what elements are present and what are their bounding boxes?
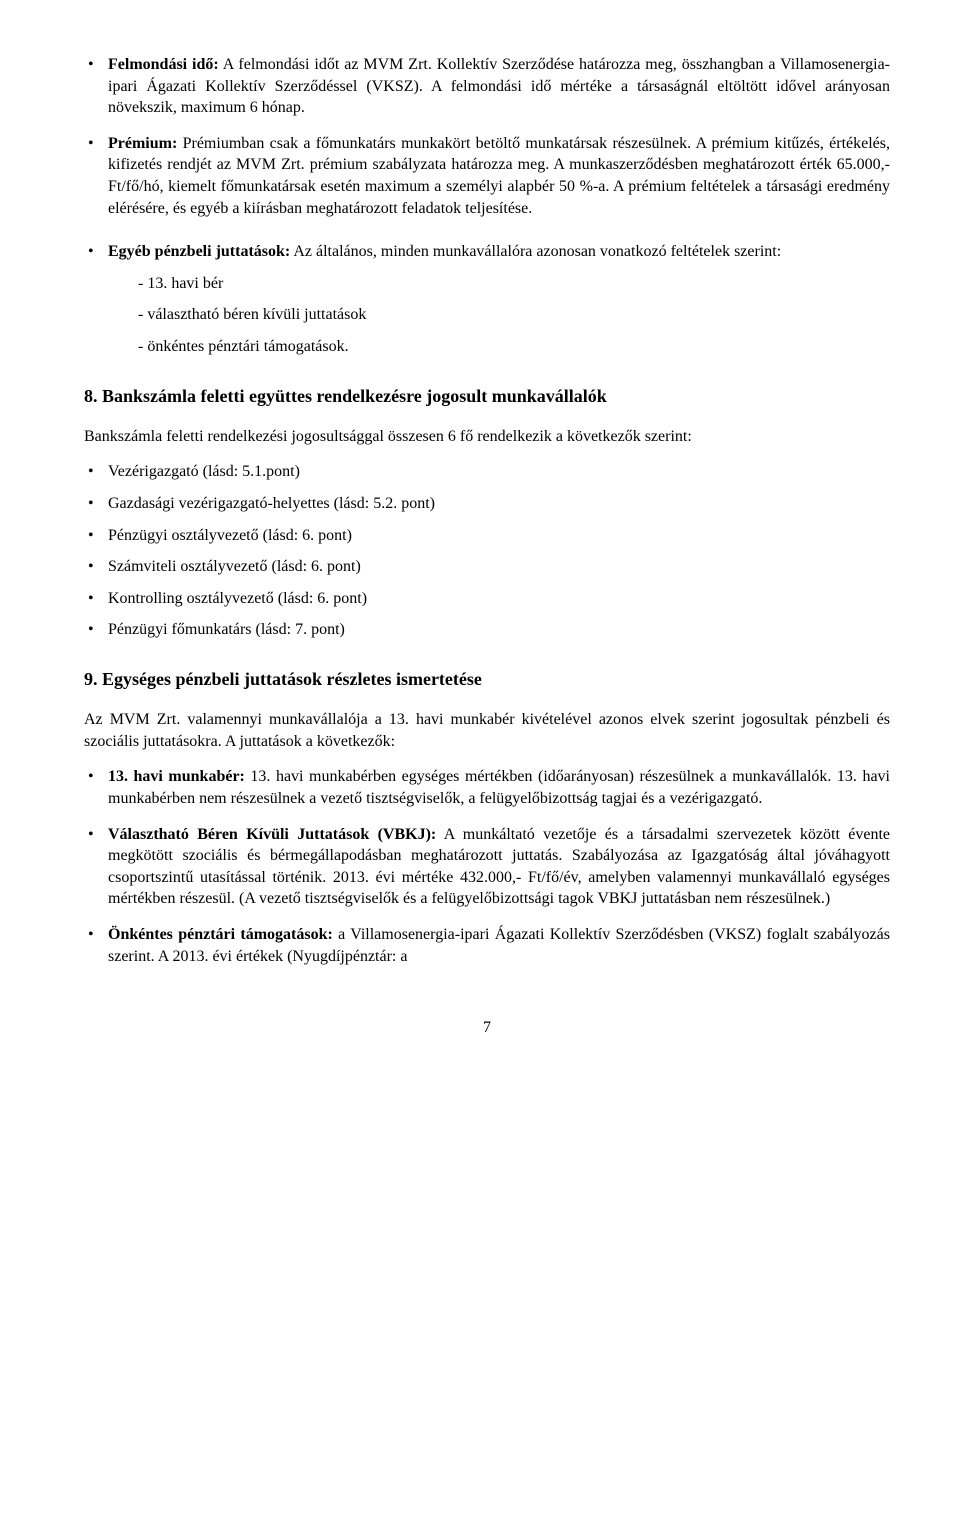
lead-felmondasi: Felmondási idő: — [108, 56, 219, 73]
page-number: 7 — [84, 1017, 890, 1039]
s8-item-2: Gazdasági vezérigazgató-helyettes (lásd:… — [84, 493, 890, 515]
lead-13havi: 13. havi munkabér: — [108, 768, 245, 785]
s8-item-5: Kontrolling osztályvezető (lásd: 6. pont… — [84, 588, 890, 610]
sub-13havi: - 13. havi bér — [108, 273, 890, 295]
section8-intro: Bankszámla feletti rendelkezési jogosult… — [84, 426, 890, 448]
lead-premium: Prémium: — [108, 135, 177, 152]
s8-item-4: Számviteli osztályvezető (lásd: 6. pont) — [84, 556, 890, 578]
text-premium: Prémiumban csak a főmunkatárs munkakört … — [108, 135, 890, 217]
section9-intro: Az MVM Zrt. valamennyi munkavállalója a … — [84, 709, 890, 752]
section9-title: 9. Egységes pénzbeli juttatások részlete… — [84, 667, 890, 691]
s8-item-6: Pénzügyi főmunkatárs (lásd: 7. pont) — [84, 619, 890, 641]
text-egyeb: Az általános, minden munkavállalóra azon… — [290, 243, 781, 260]
s9-item-vbkj: Választható Béren Kívüli Juttatások (VBK… — [84, 824, 890, 910]
s8-item-1: Vezérigazgató (lásd: 5.1.pont) — [84, 461, 890, 483]
bullet-egyeb: Egyéb pénzbeli juttatások: Az általános,… — [84, 241, 890, 357]
text-felmondasi: A felmondási időt az MVM Zrt. Kollektív … — [108, 56, 890, 116]
intro-bullet-list: Felmondási idő: A felmondási időt az MVM… — [84, 54, 890, 219]
s8-item-3: Pénzügyi osztályvezető (lásd: 6. pont) — [84, 525, 890, 547]
sub-onkentes: - önkéntes pénztári támogatások. — [108, 336, 890, 358]
lead-egyeb: Egyéb pénzbeli juttatások: — [108, 243, 290, 260]
section9-list: 13. havi munkabér: 13. havi munkabérben … — [84, 766, 890, 967]
section8-list: Vezérigazgató (lásd: 5.1.pont) Gazdasági… — [84, 461, 890, 641]
section8-title: 8. Bankszámla feletti együttes rendelkez… — [84, 384, 890, 408]
lead-onkentes-penztar: Önkéntes pénztári támogatások: — [108, 926, 333, 943]
bullet-premium: Prémium: Prémiumban csak a főmunkatárs m… — [84, 133, 890, 219]
egyeb-list: Egyéb pénzbeli juttatások: Az általános,… — [84, 241, 890, 357]
s9-item-onkentes: Önkéntes pénztári támogatások: a Villamo… — [84, 924, 890, 967]
sub-valaszthato: - választható béren kívüli juttatások — [108, 304, 890, 326]
bullet-felmondasi: Felmondási idő: A felmondási időt az MVM… — [84, 54, 890, 119]
s9-item-13havi: 13. havi munkabér: 13. havi munkabérben … — [84, 766, 890, 809]
lead-vbkj: Választható Béren Kívüli Juttatások (VBK… — [108, 826, 436, 843]
